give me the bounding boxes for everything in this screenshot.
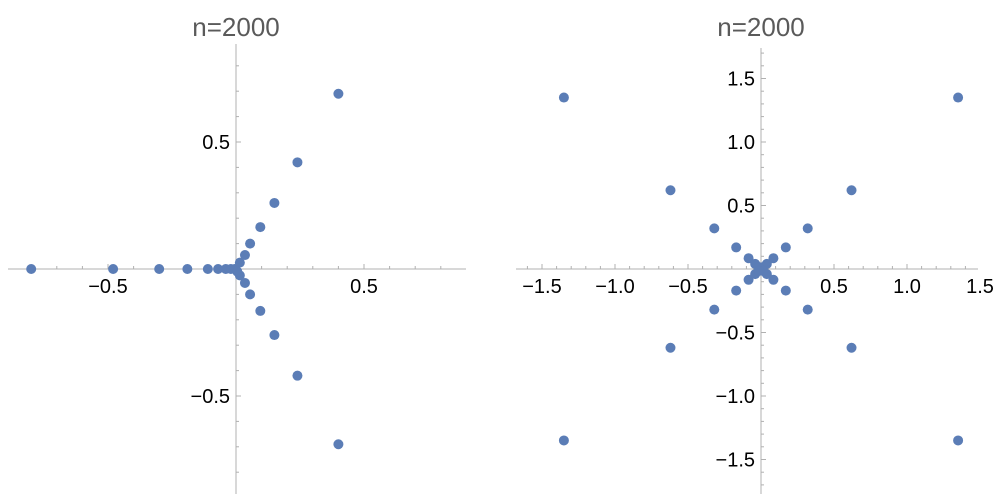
x-tick-label: 1.0 <box>893 276 921 298</box>
data-point <box>245 238 256 249</box>
data-point <box>245 289 256 300</box>
data-point <box>558 92 569 103</box>
data-point <box>239 277 250 288</box>
x-tick-label: 1.5 <box>966 276 993 298</box>
y-tick-label: 1.5 <box>727 69 755 91</box>
x-tick-label: 0.5 <box>820 276 848 298</box>
data-point <box>269 197 280 208</box>
data-point <box>333 88 344 99</box>
data-point <box>665 342 676 353</box>
data-point <box>558 435 569 446</box>
x-tick-label: −1.5 <box>522 276 561 298</box>
data-point <box>768 253 779 264</box>
data-point <box>239 250 250 261</box>
data-point <box>780 285 791 296</box>
y-tick-label: −0.5 <box>716 323 755 345</box>
data-point <box>269 330 280 341</box>
data-point <box>234 257 245 268</box>
data-point <box>743 253 754 264</box>
data-point <box>202 264 213 274</box>
y-tick-label: 1.0 <box>727 132 755 154</box>
data-point <box>731 285 742 296</box>
data-point <box>255 222 266 233</box>
data-point <box>213 264 224 274</box>
data-point <box>846 342 857 353</box>
data-point <box>154 264 165 274</box>
data-point <box>255 305 266 316</box>
data-point <box>333 439 344 450</box>
data-point <box>182 264 193 274</box>
data-point <box>292 370 303 381</box>
data-point <box>802 223 813 234</box>
data-point <box>743 274 754 285</box>
y-tick-label: −1.0 <box>716 386 755 408</box>
x-tick-label: −0.5 <box>668 276 707 298</box>
right-plot: −1.5 −1.0 −0.5 0.5 1.0 1.5 1.5 1.0 0.5 −0.5 −1.0 −1… <box>516 12 993 494</box>
data-point <box>768 274 779 285</box>
data-point <box>731 242 742 253</box>
data-point <box>802 304 813 315</box>
data-point <box>665 185 676 196</box>
y-tick-label: 0.5 <box>727 196 755 218</box>
data-point <box>709 304 720 315</box>
y-tick-label: 0.5 <box>202 132 230 154</box>
data-point <box>108 264 119 274</box>
data-point <box>709 223 720 234</box>
plot-title: n=2000 <box>717 12 804 42</box>
y-tick-label: −1.5 <box>716 450 755 472</box>
x-tick-label: 0.5 <box>350 276 378 298</box>
data-point <box>292 157 303 168</box>
plot-title: n=2000 <box>192 12 279 42</box>
data-point <box>953 92 964 103</box>
data-point <box>26 264 37 274</box>
x-tick-label: −0.5 <box>88 276 127 298</box>
y-tick-label: −0.5 <box>191 386 230 408</box>
left-plot: −0.5 0.5 0.5 −0.5 n=2000 <box>8 12 466 494</box>
data-point <box>953 435 964 446</box>
data-point <box>780 242 791 253</box>
x-tick-label: −1.0 <box>595 276 634 298</box>
data-point <box>846 185 857 196</box>
data-point <box>753 265 764 276</box>
data-point <box>232 266 243 277</box>
